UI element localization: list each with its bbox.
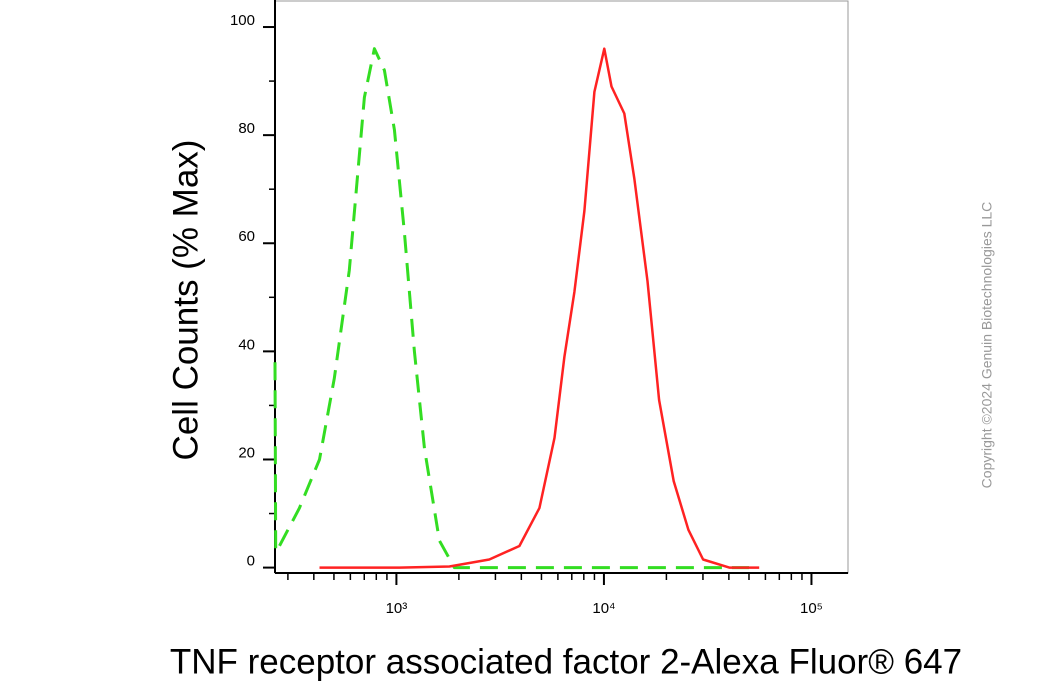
histogram-line (273, 47, 749, 570)
x-axis-label: TNF receptor associated factor 2-Alexa F… (170, 642, 962, 681)
y-tick-label: 60 (238, 228, 255, 245)
x-tick-label: 10³ (386, 600, 408, 617)
watermark: Copyright ©2024 Genuin Biotechnologies L… (979, 202, 995, 489)
y-tick-label: 20 (238, 444, 255, 461)
y-tick-label: 0 (247, 553, 255, 570)
x-tick-label: 10⁴ (592, 600, 615, 617)
y-tick-label: 100 (230, 12, 255, 29)
plot-frame (274, 0, 849, 574)
y-tick-label: 40 (238, 336, 255, 353)
y-axis-label: Cell Counts (% Max) (166, 140, 205, 461)
histogram-line (319, 47, 760, 569)
y-tick-label: 80 (238, 120, 255, 137)
x-tick-label: 10⁵ (800, 600, 823, 617)
